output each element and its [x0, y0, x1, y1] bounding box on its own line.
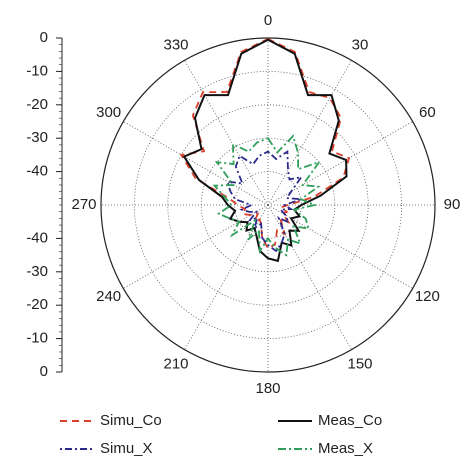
legend-label: Simu_X — [100, 440, 153, 457]
polar-frame — [100, 37, 436, 373]
series-line — [226, 149, 304, 253]
r-tick-label: -10 — [26, 330, 48, 347]
angle-tick-label: 300 — [96, 104, 121, 121]
radial-grid-line — [184, 60, 269, 206]
radial-grid-line — [267, 204, 413, 289]
series-line — [182, 38, 348, 263]
angle-tick-label: 330 — [163, 37, 188, 54]
radial-grid-line — [267, 60, 352, 206]
radial-grid-line — [123, 121, 269, 206]
r-tick-label: -30 — [26, 263, 48, 280]
angle-tick-label: 150 — [347, 355, 372, 372]
r-tick-label: 0 — [40, 29, 48, 46]
r-tick-label: -40 — [26, 229, 48, 246]
angle-tick-label: 60 — [419, 104, 436, 121]
radial-grid-line — [267, 204, 352, 350]
angle-tick-label: 0 — [264, 12, 272, 29]
angle-tick-label: 180 — [255, 380, 280, 397]
r-tick-label: 0 — [40, 363, 48, 380]
angle-tick-label: 210 — [163, 355, 188, 372]
legend-label: Meas_X — [318, 440, 373, 457]
radial-grid-line — [123, 204, 269, 289]
r-tick-label: -10 — [26, 62, 48, 79]
angle-tick-label: 270 — [71, 196, 96, 213]
angle-tick-label: 120 — [415, 288, 440, 305]
r-tick-label: -30 — [26, 129, 48, 146]
legend-label: Simu_Co — [100, 412, 162, 429]
legend-label: Meas_Co — [318, 412, 382, 429]
angle-tick-label: 90 — [444, 196, 461, 213]
r-tick-label: -20 — [26, 296, 48, 313]
grid-circle — [167, 104, 369, 306]
angle-tick-label: 30 — [352, 37, 369, 54]
series-line — [212, 134, 322, 257]
angle-tick-label: 240 — [96, 288, 121, 305]
r-tick-label: -20 — [26, 96, 48, 113]
r-tick-label: -40 — [26, 163, 48, 180]
series-line — [179, 38, 351, 250]
grid-circle — [133, 70, 403, 340]
